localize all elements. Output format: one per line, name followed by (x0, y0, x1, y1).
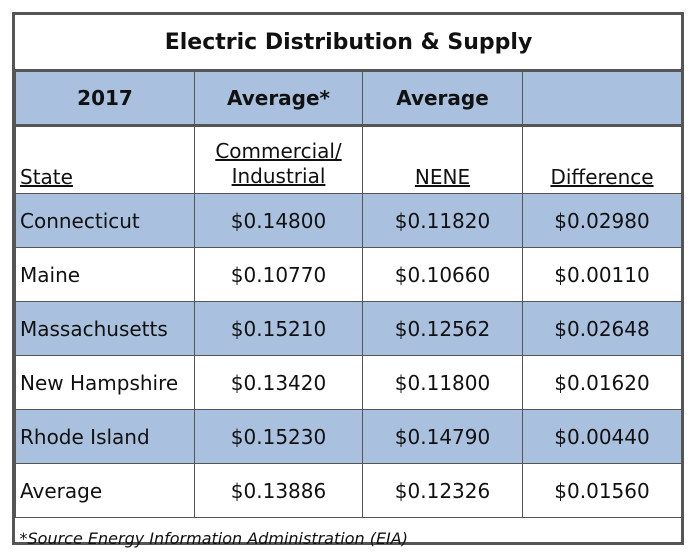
nene-cell: $0.11820 (362, 193, 523, 248)
table-row: Maine $0.10770 $0.10660 $0.00110 (15, 247, 683, 302)
average-star-cell: Average* (194, 69, 363, 127)
difference-cell: $0.00110 (521, 247, 683, 302)
difference-cell: $0.02648 (521, 301, 683, 356)
difference-cell: $0.01620 (521, 355, 683, 410)
difference-cell: $0.00440 (521, 409, 683, 464)
commercial-header-label: Commercial/ (215, 139, 342, 163)
state-cell: Massachusetts (15, 301, 195, 356)
table-row: Massachusetts $0.15210 $0.12562 $0.02648 (15, 301, 683, 356)
nene-cell: $0.14790 (362, 409, 523, 464)
commercial-industrial-cell: $0.10770 (194, 247, 363, 302)
source-footnote: *Source Energy Information Administratio… (15, 517, 682, 558)
state-cell: Connecticut (15, 193, 195, 248)
difference-cell: $0.01560 (521, 463, 683, 518)
table-row: New Hampshire $0.13420 $0.11800 $0.01620 (15, 355, 683, 410)
table-title: Electric Distribution & Supply (15, 15, 682, 72)
title-row: Electric Distribution & Supply (15, 15, 682, 72)
commercial-industrial-cell: $0.14800 (194, 193, 363, 248)
industrial-header-label: Industrial (231, 164, 326, 188)
state-cell: Average (15, 463, 195, 518)
data-table-frame: Electric Distribution & Supply 2017 Aver… (12, 12, 684, 558)
state-cell: New Hampshire (15, 355, 195, 410)
commercial-industrial-cell: $0.13420 (194, 355, 363, 410)
column-header-row: State Commercial/ Industrial NENE Differ… (15, 125, 683, 194)
empty-header-cell (521, 69, 683, 127)
table-row: Connecticut $0.14800 $0.11820 $0.02980 (15, 193, 683, 248)
nene-cell: $0.12326 (362, 463, 523, 518)
year-header-row: 2017 Average* Average (15, 69, 683, 127)
commercial-industrial-cell: $0.15210 (194, 301, 363, 356)
nene-header: NENE (362, 125, 523, 194)
average-cell: Average (362, 69, 523, 127)
nene-cell: $0.11800 (362, 355, 523, 410)
state-header: State (15, 125, 195, 194)
difference-header-label: Difference (550, 165, 654, 189)
state-cell: Maine (15, 247, 195, 302)
difference-cell: $0.02980 (521, 193, 683, 248)
state-cell: Rhode Island (15, 409, 195, 464)
year-cell: 2017 (15, 69, 195, 127)
nene-cell: $0.10660 (362, 247, 523, 302)
nene-header-label: NENE (414, 165, 471, 189)
nene-cell: $0.12562 (362, 301, 523, 356)
commercial-industrial-cell: $0.13886 (194, 463, 363, 518)
average-row: Average $0.13886 $0.12326 $0.01560 (15, 463, 683, 518)
electric-rates-table: Electric Distribution & Supply 2017 Aver… (15, 15, 683, 558)
commercial-industrial-cell: $0.15230 (194, 409, 363, 464)
footnote-row: *Source Energy Information Administratio… (15, 517, 682, 558)
commercial-industrial-header: Commercial/ Industrial (194, 125, 363, 194)
table-row: Rhode Island $0.15230 $0.14790 $0.00440 (15, 409, 683, 464)
difference-header: Difference (521, 125, 683, 194)
state-header-label: State (20, 165, 73, 189)
